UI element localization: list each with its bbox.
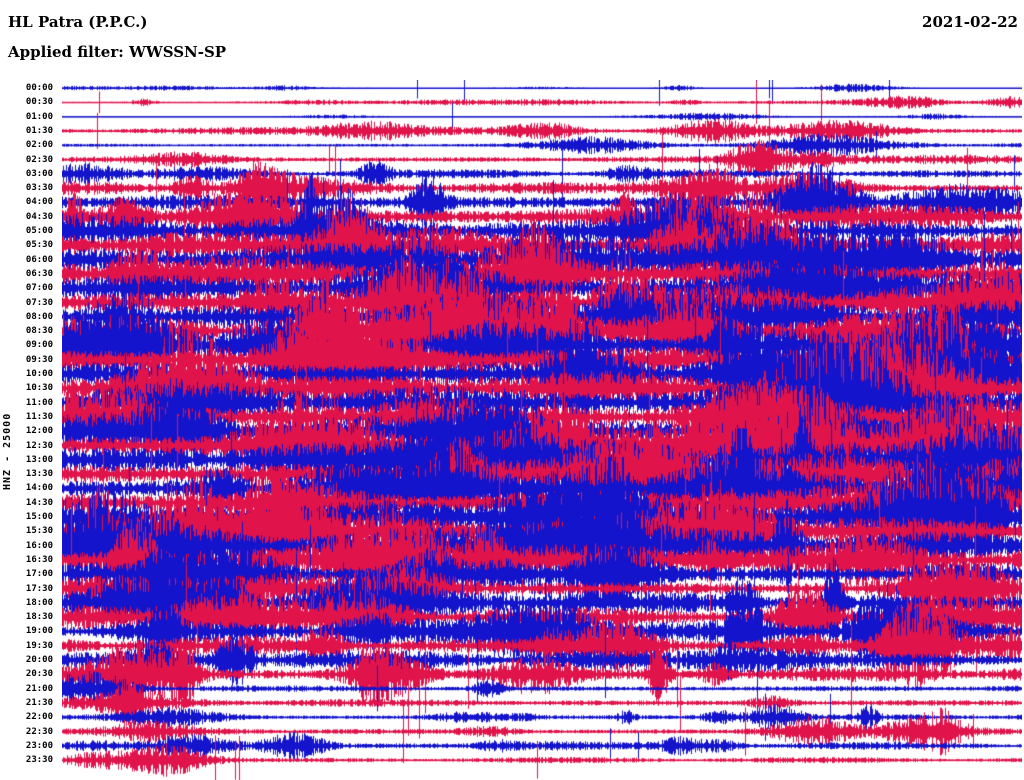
time-label: 09:00 xyxy=(25,340,53,351)
time-label: 06:00 xyxy=(25,254,53,265)
time-label: 13:30 xyxy=(25,469,53,480)
time-label: 14:00 xyxy=(25,483,53,494)
time-label: 05:30 xyxy=(25,240,53,251)
time-label: 05:00 xyxy=(25,226,53,236)
time-label: 15:00 xyxy=(25,512,53,522)
time-label: 19:00 xyxy=(25,626,53,637)
time-label: 19:30 xyxy=(25,640,53,651)
time-label: 12:30 xyxy=(25,440,53,451)
time-label: 18:30 xyxy=(25,612,53,623)
seismogram-canvas xyxy=(62,80,1022,780)
time-label: 04:00 xyxy=(25,197,53,208)
time-label: 06:30 xyxy=(25,268,53,279)
time-label: 14:30 xyxy=(25,497,53,508)
time-label: 22:00 xyxy=(25,712,53,723)
time-label: 15:30 xyxy=(25,526,53,537)
time-label: 08:00 xyxy=(25,311,53,322)
time-label: 07:30 xyxy=(25,297,53,308)
time-label: 20:30 xyxy=(25,669,53,680)
time-label: 02:00 xyxy=(25,140,53,151)
time-label: 00:30 xyxy=(25,97,53,108)
time-label: 22:30 xyxy=(25,726,53,737)
time-label: 20:00 xyxy=(25,655,53,665)
time-label: 11:00 xyxy=(25,397,53,408)
time-label: 09:30 xyxy=(25,354,53,365)
time-label: 13:00 xyxy=(25,454,53,465)
time-label: 03:00 xyxy=(25,168,53,179)
time-label: 16:30 xyxy=(25,554,53,565)
time-label: 21:00 xyxy=(25,683,53,694)
time-label: 01:30 xyxy=(25,125,53,136)
time-label: 07:00 xyxy=(25,283,53,294)
time-label: 04:30 xyxy=(25,211,53,222)
time-label: 17:30 xyxy=(25,583,53,594)
time-axis: 00:00 00:30 01:00 01:30 02:00 02:30 03:00 03:30… xyxy=(0,0,58,780)
time-label: 23:00 xyxy=(25,740,53,751)
time-label: 23:30 xyxy=(25,755,53,766)
time-label: 03:30 xyxy=(25,183,53,194)
time-label: 17:00 xyxy=(25,569,53,580)
filter-label: Applied filter: WWSSN-SP xyxy=(8,43,227,61)
date-label: 2021-02-22 xyxy=(922,13,1018,31)
time-label: 08:30 xyxy=(25,326,53,337)
time-label: 01:00 xyxy=(25,111,53,122)
time-label: 18:00 xyxy=(25,597,53,608)
time-label: 16:00 xyxy=(25,540,53,551)
time-label: 00:00 xyxy=(25,83,53,93)
station-title: HL Patra (P.P.C.) xyxy=(8,13,148,31)
time-label: 21:30 xyxy=(25,697,53,708)
time-label: 11:30 xyxy=(25,411,53,422)
time-label: 10:30 xyxy=(25,383,53,394)
time-label: 10:00 xyxy=(25,369,53,379)
time-label: 02:30 xyxy=(25,154,53,165)
time-label: 12:00 xyxy=(25,426,53,437)
